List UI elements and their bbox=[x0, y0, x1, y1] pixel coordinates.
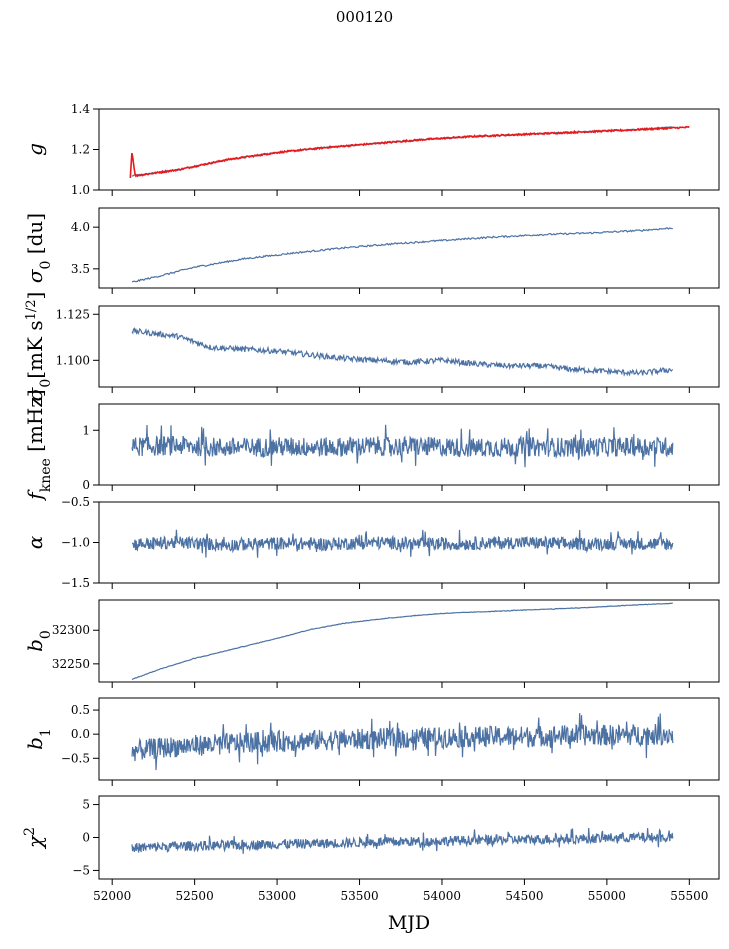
x-tick-label: 53500 bbox=[340, 889, 378, 903]
y-tick-label: 0 bbox=[82, 478, 90, 492]
panel-4: 0 1 fknee [mHz] bbox=[23, 389, 720, 502]
y-axis-label: g bbox=[23, 143, 47, 156]
panel-8: −5 0 5 52000 52500 53000 53500 54000 54500 55000 5… bbox=[22, 795, 720, 934]
y-tick-label: −1.5 bbox=[61, 576, 90, 590]
series-line-1 bbox=[131, 424, 674, 468]
y-tick-label: −0.5 bbox=[61, 495, 90, 509]
plot-frame bbox=[98, 305, 720, 388]
figure-title: 000120 bbox=[335, 8, 394, 26]
x-axis-label: MJD bbox=[388, 912, 430, 934]
y-tick-label: 1.4 bbox=[71, 102, 90, 116]
y-tick-label: 1.0 bbox=[71, 183, 90, 197]
y-tick-label: 0 bbox=[82, 831, 90, 845]
panel-1: 1.0 1.2 1.4 g bbox=[23, 102, 720, 197]
x-tick-label: 53000 bbox=[258, 889, 296, 903]
y-tick-label: −1.0 bbox=[61, 536, 90, 550]
y-tick-label: 1 bbox=[82, 423, 90, 437]
y-tick-label: 5 bbox=[82, 798, 90, 812]
plot-frame bbox=[98, 207, 720, 289]
y-tick-label: 0.5 bbox=[71, 703, 90, 717]
series-line-1 bbox=[131, 713, 674, 771]
y-tick-label: 1.2 bbox=[71, 143, 90, 157]
y-tick-label: 32300 bbox=[52, 623, 90, 637]
y-axis-label: σ0[mK s1/2] bbox=[23, 292, 54, 402]
x-tick-label: 55000 bbox=[588, 889, 626, 903]
series-line-1 bbox=[131, 227, 673, 283]
plot-frame bbox=[98, 795, 720, 880]
y-axis-label: χ2 bbox=[22, 827, 47, 850]
x-tick-label: 52500 bbox=[176, 889, 214, 903]
x-tick-label: 52000 bbox=[93, 889, 131, 903]
plot-frame bbox=[98, 108, 720, 191]
y-tick-label: 0.0 bbox=[71, 727, 90, 741]
x-tick-label: 54000 bbox=[423, 889, 461, 903]
y-tick-label: −5 bbox=[72, 863, 90, 877]
series-line-1 bbox=[131, 827, 674, 854]
y-tick-label: −0.5 bbox=[61, 751, 90, 765]
y-axis-label: b0 bbox=[23, 630, 54, 652]
plot-frame bbox=[98, 403, 720, 486]
x-tick-label: 55500 bbox=[670, 889, 708, 903]
y-tick-label: 32250 bbox=[52, 657, 90, 671]
panel-2: 3.5 4.0 σ0 [du] bbox=[23, 207, 720, 294]
y-axis-label: fknee [mHz] bbox=[23, 389, 54, 501]
series-line-1 bbox=[131, 602, 673, 681]
y-tick-label: 3.5 bbox=[71, 262, 90, 276]
series-line-1 bbox=[131, 126, 673, 177]
x-tick-label: 54500 bbox=[505, 889, 543, 903]
series-line-1 bbox=[131, 529, 674, 558]
panel-7: −0.5 0.0 0.5 b1 bbox=[23, 697, 720, 786]
panel-5: −1.5 −1.0 −0.5 α bbox=[23, 495, 720, 590]
series-line-2 bbox=[129, 125, 690, 178]
y-axis-label: b1 bbox=[23, 728, 54, 750]
y-axis-label: σ0 [du] bbox=[23, 213, 54, 283]
y-tick-label: 4.0 bbox=[71, 220, 90, 234]
series-line-1 bbox=[131, 327, 674, 377]
plot-frame bbox=[98, 599, 720, 683]
y-axis-label: α bbox=[23, 535, 47, 549]
y-tick-label: 1.100 bbox=[56, 353, 90, 367]
y-tick-label: 1.125 bbox=[56, 307, 90, 321]
plot-frame bbox=[98, 697, 720, 781]
